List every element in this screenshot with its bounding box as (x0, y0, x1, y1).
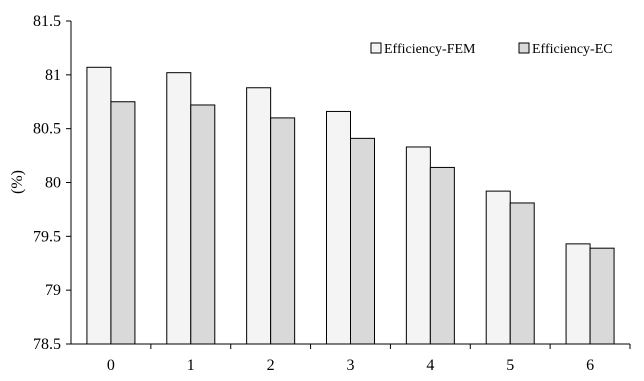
bar-efficiency-ec-5 (509, 202, 535, 345)
bar-efficiency-ec-2 (270, 117, 296, 345)
bar-efficiency-fem-4 (405, 146, 431, 345)
bar-efficiency-ec-0 (110, 101, 136, 345)
x-tick-label: 0 (107, 357, 115, 374)
y-axis-title: (%) (9, 170, 26, 194)
y-axis-ticks: 78.5 79 79.5 80 80.5 81 81.5 (33, 13, 71, 353)
bar-efficiency-fem-5 (485, 190, 511, 345)
y-tick-label: 79 (45, 282, 61, 299)
y-tick-label: 81.5 (33, 13, 61, 30)
legend-label-efficiency-fem: Efficiency-FEM (384, 42, 476, 57)
x-tick-label: 4 (426, 357, 434, 374)
bar-efficiency-ec-4 (429, 166, 455, 345)
legend-label-efficiency-ec: Efficiency-EC (532, 42, 613, 57)
bar-efficiency-fem-6 (565, 243, 591, 345)
x-tick-label: 5 (506, 357, 514, 374)
legend-swatch-efficiency-fem (370, 42, 382, 54)
y-tick-label: 80.5 (33, 121, 61, 138)
y-tick-label: 79.5 (33, 228, 61, 245)
bar-efficiency-ec-3 (350, 137, 375, 345)
x-axis-ticks: 0 1 2 3 4 5 6 (107, 344, 631, 374)
bar-efficiency-fem-3 (326, 110, 351, 345)
bars (86, 66, 615, 345)
x-tick-label: 1 (187, 357, 195, 374)
bar-efficiency-fem-2 (246, 87, 272, 345)
bar-efficiency-ec-1 (190, 104, 216, 345)
legend: Efficiency-FEM Efficiency-EC (370, 42, 613, 57)
bar-efficiency-fem-1 (166, 72, 192, 345)
y-tick-label: 78.5 (33, 336, 61, 353)
x-tick-label: 3 (347, 357, 355, 374)
legend-swatch-efficiency-ec (518, 42, 530, 54)
x-tick-label: 6 (586, 357, 594, 374)
y-tick-label: 80 (45, 175, 61, 192)
y-tick-label: 81 (45, 67, 61, 84)
x-tick-label: 2 (267, 357, 275, 374)
bar-efficiency-ec-6 (589, 247, 615, 345)
bar-efficiency-fem-0 (86, 66, 112, 345)
